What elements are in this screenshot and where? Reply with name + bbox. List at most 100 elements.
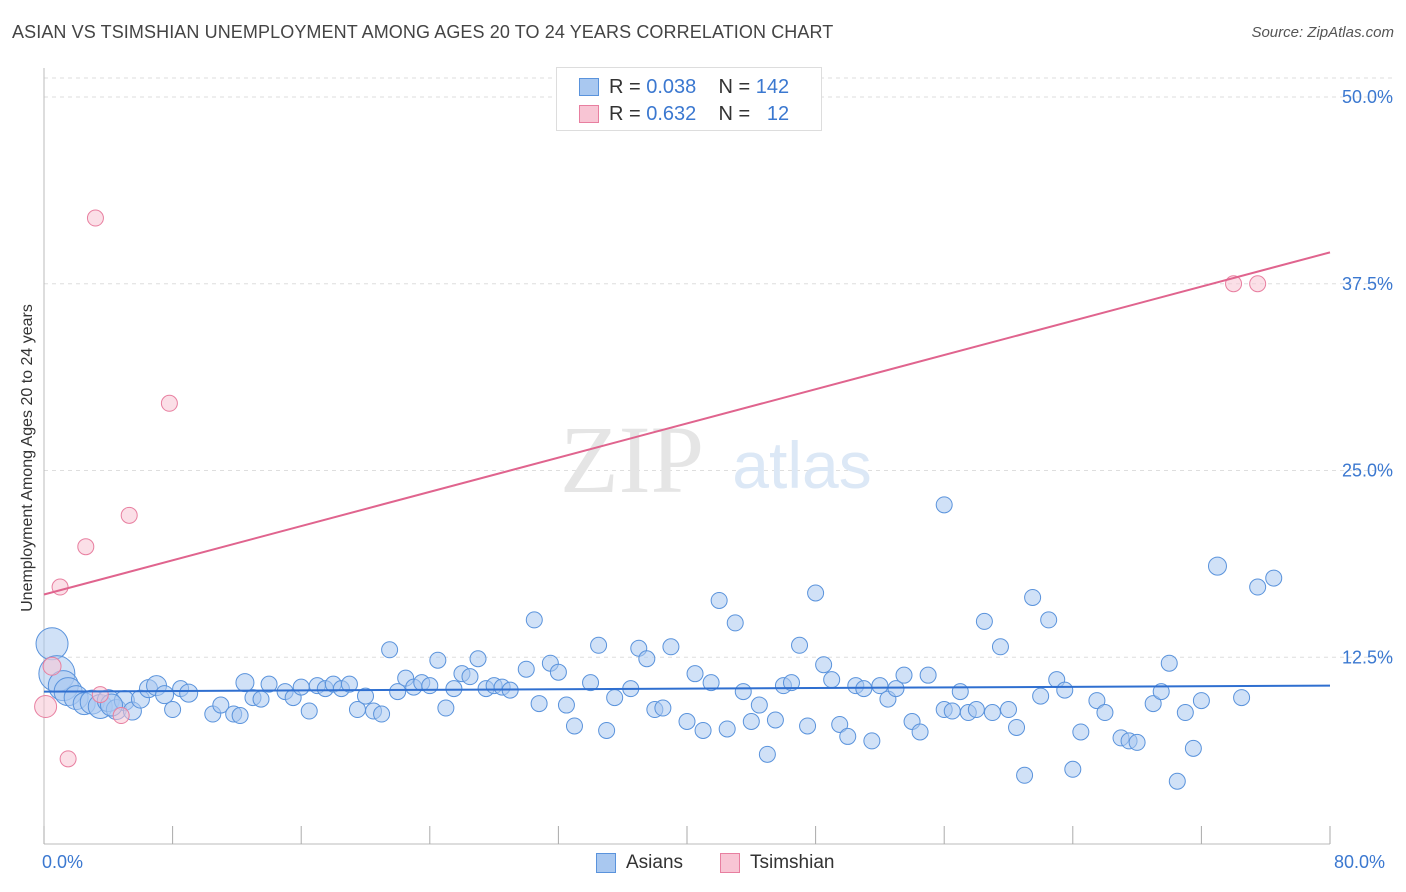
watermark: ZIP atlas — [560, 406, 872, 513]
asians-point — [823, 671, 841, 689]
asians-point — [863, 732, 881, 750]
asians-point — [686, 665, 704, 683]
asians-point — [212, 696, 230, 714]
asians-point — [1168, 772, 1186, 790]
legend-item-asians: Asians — [596, 852, 683, 874]
asians-point — [1024, 588, 1042, 606]
asians-point — [300, 702, 318, 720]
watermark-atlas: atlas — [732, 428, 871, 502]
asians-point — [357, 687, 374, 705]
asians-point — [1265, 569, 1283, 587]
asians-point — [1016, 766, 1034, 784]
asians-point — [807, 584, 825, 602]
asians-point — [750, 696, 768, 714]
asians-point — [1008, 718, 1026, 736]
asians-point — [791, 636, 809, 654]
asians-point — [437, 699, 455, 717]
asians-point — [1128, 733, 1146, 751]
asians-point — [718, 720, 736, 738]
r-label: R = — [609, 102, 641, 125]
watermark-zip: ZIP — [560, 406, 704, 513]
asians-point — [381, 641, 399, 659]
asians-point — [895, 666, 913, 684]
asians-point — [831, 715, 849, 733]
asians-point — [565, 717, 583, 735]
asians-point — [231, 707, 249, 725]
n-label: N = — [718, 102, 751, 125]
asians-point — [252, 690, 270, 708]
n-value: 12 — [766, 102, 790, 125]
asians-legend-label: Asians — [626, 852, 684, 873]
tsimshian-point — [86, 209, 104, 227]
asians-point — [461, 668, 479, 686]
asians-point — [694, 721, 712, 739]
y-tick-label: 25.0% — [1342, 461, 1393, 481]
n-label: N = — [718, 75, 751, 98]
asians-point — [260, 675, 278, 693]
asians-point — [164, 701, 182, 719]
r-value: 0.038 — [646, 75, 697, 98]
asians-point — [726, 614, 744, 632]
trend-lines — [43, 251, 1331, 693]
n-value: 142 — [755, 75, 790, 98]
asians-point — [1233, 689, 1251, 707]
asians-point — [654, 699, 672, 717]
chart-title: ASIAN VS TSIMSHIAN UNEMPLOYMENT AMONG AG… — [12, 22, 834, 42]
asians-point — [517, 660, 535, 678]
asians-point — [1000, 701, 1017, 719]
source-note: Source: ZipAtlas.com — [1251, 24, 1394, 41]
tsimshian-legend-label: Tsimshian — [750, 852, 835, 873]
asians-point — [678, 712, 696, 730]
asians-point — [373, 705, 391, 723]
r-value: 0.632 — [646, 102, 697, 125]
legend-row-asians: R = 0.038 N = 142 — [579, 75, 789, 99]
tsimshian-point — [112, 707, 130, 725]
asians-legend-swatch — [596, 853, 616, 873]
asians-point — [1072, 723, 1090, 741]
asians-point — [557, 696, 575, 714]
asians-point — [235, 673, 255, 693]
asians-point — [766, 711, 784, 729]
asians-point — [662, 638, 680, 656]
asians-point — [943, 702, 961, 720]
asians-point — [983, 704, 1001, 722]
legend-row-tsimshian: R = 0.632 N = 12 — [579, 102, 789, 126]
asians-trend-line — [43, 684, 1331, 693]
asians-point — [911, 723, 929, 741]
asians-point — [871, 677, 889, 695]
tsimshian-swatch — [579, 105, 599, 123]
asians-point — [742, 712, 760, 730]
asians-point — [815, 656, 833, 674]
asians-point — [1064, 760, 1082, 778]
legend-item-tsimshian: Tsimshian — [720, 852, 834, 874]
x-tick-max: 80.0% — [1334, 852, 1386, 872]
asians-point — [1040, 611, 1058, 629]
asians-point — [340, 675, 358, 693]
asians-point — [1056, 681, 1074, 699]
asians-point — [525, 611, 543, 629]
asians-point — [1184, 739, 1202, 757]
asians-point — [582, 674, 600, 692]
tsimshian-point — [160, 394, 178, 412]
asians-point — [1096, 704, 1114, 722]
tsimshian-point — [42, 656, 62, 676]
asians-point — [638, 650, 656, 668]
asians-point — [606, 689, 624, 707]
asians-point — [1160, 654, 1178, 672]
asians-point — [421, 677, 439, 695]
tsimshian-point — [91, 686, 109, 704]
asians-point — [155, 685, 175, 705]
asians-point — [35, 627, 69, 661]
asians-point — [598, 721, 616, 739]
asians-point — [1207, 556, 1227, 576]
x-tick-min: 0.0% — [42, 852, 84, 872]
asians-point — [179, 683, 199, 703]
y-tick-label: 50.0% — [1342, 87, 1393, 107]
asians-point — [1176, 704, 1194, 722]
asians-point — [919, 666, 937, 684]
y-axis-label: Unemployment Among Ages 20 to 24 years — [19, 304, 36, 612]
y-tick-label: 12.5% — [1342, 647, 1393, 667]
asians-point — [1192, 692, 1210, 710]
asians-point — [445, 680, 463, 698]
y-tick-label: 37.5% — [1342, 274, 1393, 294]
